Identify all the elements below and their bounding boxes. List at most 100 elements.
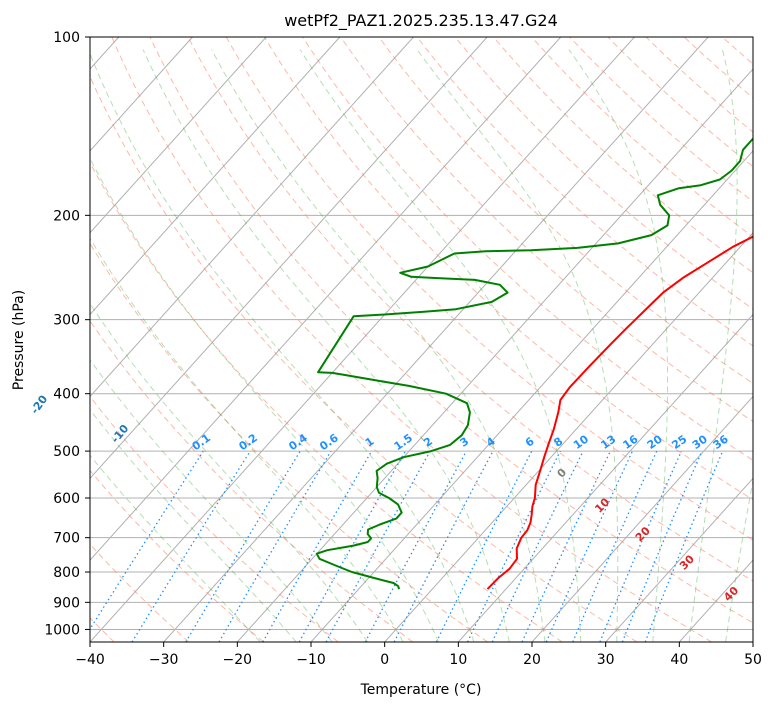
y-tick-label: 600	[53, 491, 80, 507]
x-tick-label: 20	[523, 652, 541, 668]
y-tick-label: 300	[53, 313, 80, 329]
moist-adiabat-line	[90, 454, 261, 642]
moist-adiabat-line	[90, 302, 369, 642]
isotherm-line	[90, 37, 635, 642]
mixing-ratio-label: 16	[621, 432, 641, 452]
dry-adiabat-line	[90, 395, 339, 642]
y-axis-label: Pressure (hPa)	[11, 290, 27, 390]
isotherm-line	[236, 68, 753, 642]
mixing-ratio-label: 0.2	[236, 431, 259, 453]
dry-adiabat-line	[90, 161, 563, 642]
plot-area	[90, 37, 753, 642]
y-tick-label: 800	[53, 565, 80, 581]
dry-adiabat-line	[187, 37, 753, 582]
mixing-ratio-line	[262, 450, 373, 642]
dry-adiabat-line	[645, 37, 753, 133]
mixing-ratio-label: 25	[669, 433, 689, 452]
x-axis: −40 −30 −20 −10 0 10 20 30 40 50	[75, 642, 762, 668]
mixing-ratio-line	[90, 450, 204, 631]
moist-adiabat-line	[90, 52, 475, 642]
y-tick-label: 200	[53, 208, 80, 224]
isotherm-line	[531, 395, 753, 642]
mixing-ratio-label: 10	[571, 432, 591, 452]
mixing-ratio-line	[131, 450, 251, 642]
isotherm-line	[384, 232, 753, 642]
y-tick-label: 100	[53, 30, 80, 46]
dry-adiabat-line	[90, 469, 264, 642]
y-tick-label: 500	[53, 444, 80, 460]
y-tick-label: 400	[53, 387, 80, 403]
dry-adiabat-line	[493, 37, 753, 274]
mixing-ratio-line	[364, 450, 467, 642]
x-tick-label: −40	[75, 652, 105, 668]
x-axis-label: Temperature (°C)	[360, 682, 482, 698]
x-tick-label: 40	[670, 652, 688, 668]
moist-adiabat-line	[299, 49, 582, 642]
x-tick-label: 0	[380, 652, 389, 668]
moist-adiabat-line	[90, 157, 439, 642]
dry-adiabat-line	[225, 37, 753, 541]
isotherm-line	[163, 37, 709, 642]
y-tick-label: 700	[53, 531, 80, 547]
moist-adiabat-line	[688, 49, 738, 642]
mixing-ratio-label: 1.5	[392, 431, 415, 453]
mixing-ratio-line	[466, 450, 561, 642]
y-axis: 1000 900 800 700 600 500 400 300 200 100	[44, 30, 90, 638]
x-tick-label: 30	[597, 652, 615, 668]
mixing-ratio-line	[572, 450, 658, 642]
mixing-ratio-label: 6	[523, 435, 537, 450]
mixing-ratio-line	[491, 450, 584, 642]
dry-adiabat-line	[90, 242, 488, 642]
isotherm-line	[457, 313, 753, 642]
mixing-ratio-line	[644, 450, 724, 642]
moist-adiabat-label: 40	[721, 584, 741, 604]
dry-adiabat-line	[149, 37, 753, 624]
mixing-ratio-label: 0.6	[317, 431, 341, 453]
mixing-ratio-line	[218, 450, 332, 642]
mixing-ratio-line	[545, 450, 634, 642]
isotherm-line	[90, 37, 414, 398]
dry-adiabat-label: -10	[109, 422, 132, 446]
mixing-ratio-line	[521, 450, 611, 642]
moist-adiabat-line	[568, 49, 668, 642]
dewpoint-profile-line	[315, 137, 753, 590]
mixing-ratio-line	[185, 450, 301, 642]
moist-adiabat-label: 0	[555, 466, 570, 481]
mixing-ratio-line	[621, 450, 703, 642]
dry-adiabat-line	[340, 37, 753, 423]
chart-title: wetPf2_PAZ1.2025.235.13.47.G24	[284, 11, 558, 31]
dry-adiabat-line	[454, 37, 753, 310]
isotherm-line	[90, 37, 267, 234]
dry-adiabat-line	[378, 37, 753, 384]
moist-adiabat-line	[725, 477, 753, 642]
mixing-ratio-line	[599, 450, 682, 642]
y-tick-label: 1000	[44, 622, 80, 638]
isotherm-line	[310, 150, 753, 642]
isotherm-line	[90, 37, 193, 152]
dry-adiabat-line	[607, 37, 753, 168]
isotherm-line	[752, 641, 753, 642]
x-tick-label: −20	[223, 652, 253, 668]
temperature-profile-line	[486, 235, 753, 590]
plot-frame	[89, 36, 754, 643]
moist-adiabat-label: 30	[677, 552, 697, 572]
moist-adiabat-line	[142, 49, 510, 642]
moist-adiabat-line	[90, 237, 404, 642]
dry-adiabat-line	[90, 320, 414, 642]
mixing-ratio-label: 30	[690, 432, 710, 452]
x-tick-label: 10	[449, 652, 467, 668]
mixing-ratio-label: 0.1	[190, 431, 213, 453]
mixing-ratio-label: 1	[363, 435, 377, 450]
dry-adiabat-line	[264, 37, 753, 501]
dry-adiabat-label: -20	[28, 393, 50, 417]
x-tick-label: 50	[744, 652, 762, 668]
isotherm-line	[90, 37, 341, 316]
mixing-ratio-label: 20	[645, 432, 665, 452]
dry-adiabat-line	[90, 543, 190, 642]
isotherm-line	[605, 477, 753, 642]
moist-adiabat-line	[90, 358, 333, 642]
mixing-ratio-line	[325, 450, 431, 642]
x-tick-label: −10	[296, 652, 326, 668]
mixing-ratio-label: 3	[457, 435, 471, 450]
